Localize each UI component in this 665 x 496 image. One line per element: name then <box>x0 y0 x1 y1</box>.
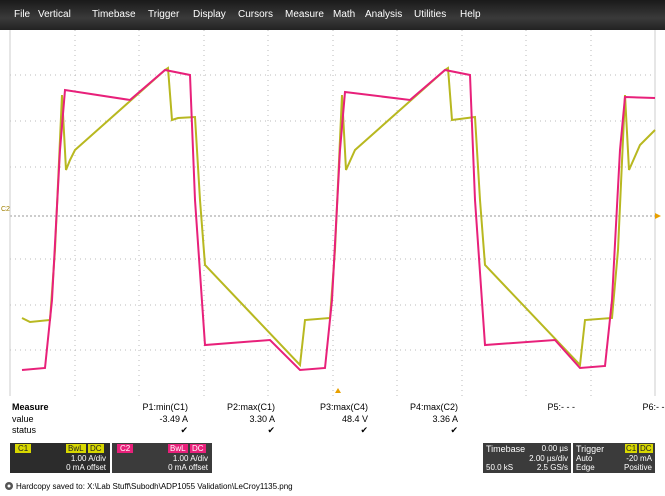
offset: 0 mA offset <box>168 463 208 472</box>
slope: Positive <box>624 463 652 472</box>
c2-box[interactable]: C2 BwL DC 1.00 A/div 0 mA offset <box>112 443 212 473</box>
channel-marker: C2 <box>1 206 10 213</box>
trigger-type: Edge <box>576 463 595 472</box>
delay: 0.00 µs <box>542 444 568 453</box>
status-message: Hardcopy saved to: X:\Lab Stuff\Subodh\A… <box>16 482 293 491</box>
row-label: value <box>12 414 34 424</box>
sample-rate: 2.5 GS/s <box>537 463 568 472</box>
channel-label: C1 <box>15 444 31 453</box>
bandwidth: BwL <box>168 444 188 453</box>
timebase-box[interactable]: Timebase 0.00 µs 2.00 µs/div 50.0 kS 2.5… <box>483 443 571 473</box>
param-status: ✔ <box>298 425 368 436</box>
param-name: P5:- - - <box>505 402 575 412</box>
menu-bar: File Vertical Timebase Trigger Display C… <box>0 0 665 30</box>
param-name: P3:max(C4) <box>298 402 368 412</box>
time-marker <box>335 388 341 393</box>
param-value: -3.49 A <box>118 414 188 424</box>
trigger-marker <box>655 213 661 219</box>
param-status: ✔ <box>388 425 458 436</box>
menu-item[interactable]: Display <box>193 9 226 20</box>
samples: 50.0 kS <box>486 463 513 472</box>
menu-item[interactable]: Vertical <box>38 9 71 20</box>
save-icon <box>4 481 14 491</box>
bandwidth: BwL <box>66 444 86 453</box>
param-value: 48.4 V <box>298 414 368 424</box>
scale: 1.00 A/div <box>173 454 208 463</box>
trigger-box[interactable]: Trigger C1 DC Auto -20 mA Edge Positive <box>573 443 655 473</box>
menu-item[interactable]: Measure <box>285 9 324 20</box>
menu-item[interactable]: File <box>14 9 30 20</box>
waveform-display: C2 <box>0 30 665 396</box>
source: C1 <box>625 444 637 453</box>
trigger-title: Trigger <box>576 444 604 454</box>
menu-item[interactable]: Math <box>333 9 355 20</box>
scale: 1.00 A/div <box>71 454 106 463</box>
mode: Auto <box>576 454 592 463</box>
channel-label: C2 <box>117 444 133 453</box>
timebase-title: Timebase <box>486 444 525 454</box>
coupling: DC <box>190 444 206 453</box>
menu-item[interactable]: Trigger <box>148 9 179 20</box>
menu-item[interactable]: Utilities <box>414 9 446 20</box>
param-name: P1:min(C1) <box>118 402 188 412</box>
param-status: ✔ <box>205 425 275 436</box>
param-name: P6:- - - <box>600 402 665 412</box>
param-name: P2:max(C1) <box>205 402 275 412</box>
param-value: 3.36 A <box>388 414 458 424</box>
row-label: status <box>12 425 36 435</box>
param-status: ✔ <box>118 425 188 436</box>
param-value: 3.30 A <box>205 414 275 424</box>
menu-item[interactable]: Help <box>460 9 481 20</box>
offset: 0 mA offset <box>66 463 106 472</box>
level: -20 mA <box>626 454 652 463</box>
scope-window: File Vertical Timebase Trigger Display C… <box>0 0 665 496</box>
menu-item[interactable]: Cursors <box>238 9 273 20</box>
param-name: P4:max(C2) <box>388 402 458 412</box>
measure-title: Measure <box>12 402 49 412</box>
coupling: DC <box>88 444 104 453</box>
c1-box[interactable]: C1 BwL DC 1.00 A/div 0 mA offset <box>10 443 110 473</box>
coupling: DC <box>639 444 653 453</box>
menu-item[interactable]: Timebase <box>92 9 136 20</box>
scale: 2.00 µs/div <box>529 454 568 463</box>
c2-trace <box>22 70 655 370</box>
menu-item[interactable]: Analysis <box>365 9 402 20</box>
